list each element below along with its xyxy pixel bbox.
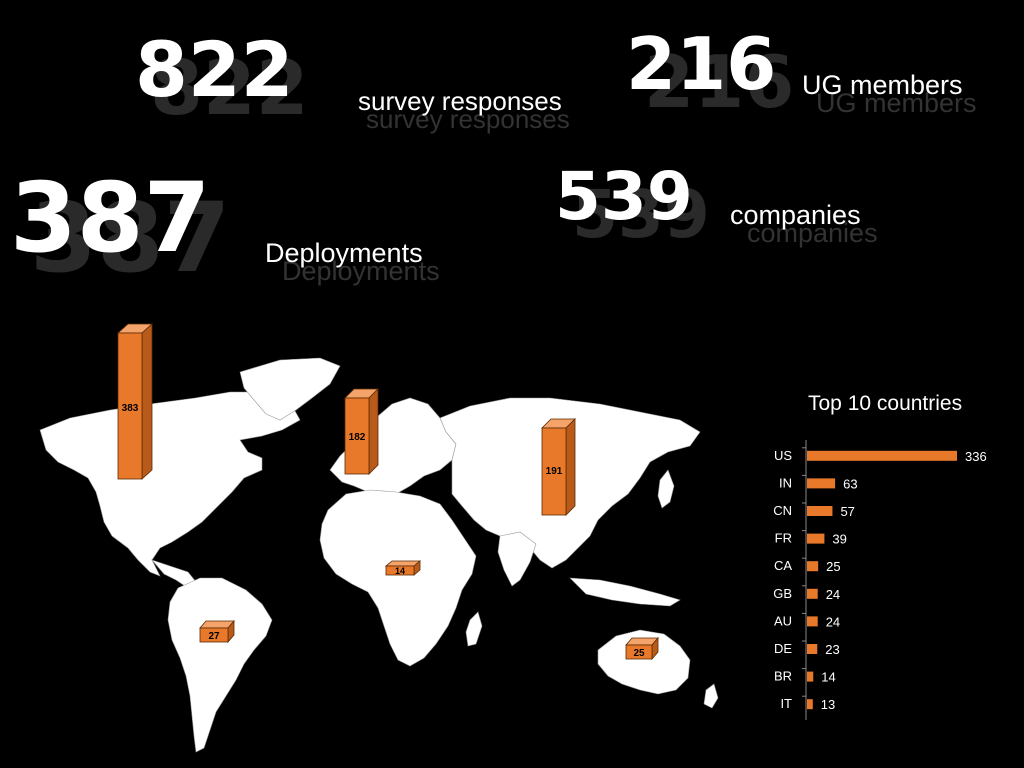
category-label: US: [774, 448, 792, 463]
value-label: 14: [821, 670, 835, 685]
continent-madagascar: [465, 611, 483, 647]
category-label: CA: [774, 558, 792, 573]
stat-label: Deployments: [265, 238, 423, 268]
stat-value: 387: [10, 162, 211, 274]
stat-value-shadow: 216: [644, 40, 795, 124]
bar-layer: US 336 IN 63 CN 57 FR 39 CA 25 GB 24 AU 24 DE 23 BR 14 IT 1…: [773, 440, 987, 720]
continent-north-america: [39, 391, 301, 577]
value-label: 63: [843, 476, 857, 491]
map-column-africa: 14: [384, 560, 422, 576]
map-column-label: 191: [546, 466, 563, 477]
stat-label: companies: [730, 200, 861, 230]
value-label: 24: [826, 614, 840, 629]
map-column-australia: 25: [625, 636, 659, 661]
bar-it: [807, 699, 813, 710]
chart-title: Top 10 countries: [808, 392, 963, 415]
stat-label-shadow: Deployments: [282, 256, 440, 286]
top-countries-chart: US 336 IN 63 CN 57 FR 39 CA 25 GB 24 AU 24 DE 23 BR 14 IT 1…: [773, 440, 987, 720]
bar-ca: [807, 561, 819, 572]
category-label: FR: [775, 531, 792, 546]
stat-value-shadow: 387: [30, 182, 231, 294]
stat-label: UG members: [802, 70, 963, 100]
category-label: DE: [774, 641, 792, 656]
stat-label-shadow: companies: [747, 218, 878, 248]
continent-japan: [657, 469, 675, 509]
stat-value-shadow: 539: [572, 176, 710, 253]
stat-label: survey responses: [358, 86, 562, 116]
map-column-label: 14: [395, 566, 405, 576]
stat-value: 539: [555, 158, 693, 235]
continent-greenland: [239, 357, 341, 421]
world-map: 383 182 191 14 27: [39, 323, 719, 753]
value-label: 25: [826, 559, 840, 574]
continent-south-america: [167, 577, 273, 753]
category-label: IT: [780, 696, 792, 711]
stat-value-shadow: 822: [150, 43, 309, 132]
continent-se-asia: [569, 577, 681, 607]
map-column-south-america: 27: [199, 619, 235, 644]
value-label: 57: [840, 504, 854, 519]
bar-br: [807, 671, 814, 682]
map-column-asia: 191: [541, 418, 576, 516]
bar-us: [807, 450, 957, 461]
value-label: 39: [832, 532, 846, 547]
category-label: AU: [774, 613, 792, 628]
map-column-label: 182: [349, 432, 366, 443]
map-column-us: 383: [116, 323, 154, 480]
bar-gb: [807, 588, 818, 599]
continent-africa: [319, 489, 477, 667]
value-label: 24: [826, 587, 840, 602]
bar-in: [807, 478, 836, 489]
bar-au: [807, 616, 818, 627]
stat-label-shadow: UG members: [816, 88, 977, 118]
value-label: 23: [825, 642, 839, 657]
stat-value: 822: [135, 25, 294, 114]
map-column-label: 25: [633, 648, 645, 659]
continent-australia: [597, 629, 691, 695]
stat-value: 216: [626, 22, 777, 106]
value-label: 13: [821, 697, 835, 712]
bar-de: [807, 644, 818, 654]
category-label: GB: [773, 586, 792, 601]
continent-new-zealand: [703, 683, 719, 709]
value-label: 336: [965, 449, 987, 464]
bar-fr: [807, 533, 825, 544]
category-label: BR: [774, 669, 792, 684]
map-column-europe: 182: [344, 388, 379, 475]
map-columns: 383 182 191 14 27: [116, 323, 659, 661]
bar-cn: [807, 506, 833, 516]
map-column-label: 27: [208, 631, 220, 642]
stat-label-shadow: survey responses: [366, 104, 570, 134]
map-column-label: 383: [122, 403, 139, 414]
category-label: CN: [773, 503, 792, 518]
category-label: IN: [779, 475, 792, 490]
continent-india: [497, 531, 537, 587]
